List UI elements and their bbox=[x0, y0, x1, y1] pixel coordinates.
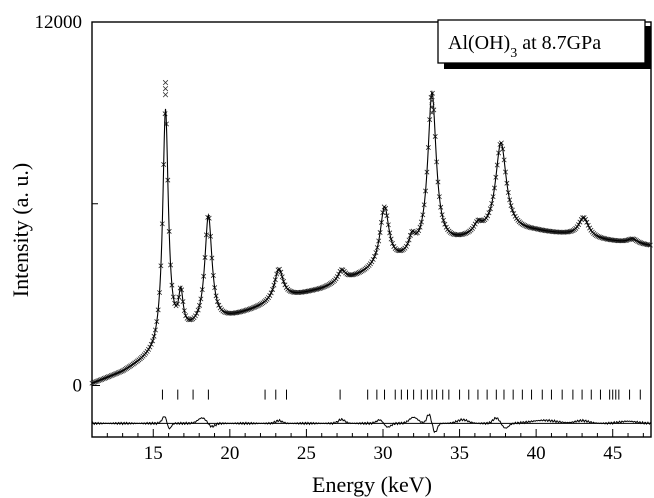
y-tick-label: 0 bbox=[73, 376, 83, 397]
x-tick-label: 15 bbox=[144, 443, 163, 464]
observed-points-series bbox=[89, 90, 653, 386]
difference-curve bbox=[91, 413, 652, 434]
legend-box: Al(OH)3 at 8.7GPa bbox=[437, 19, 651, 69]
x-tick-label: 30 bbox=[373, 443, 392, 464]
outlier-point bbox=[429, 98, 435, 104]
outlier-points bbox=[162, 79, 435, 116]
legend-label-sub: 3 bbox=[510, 46, 517, 61]
legend-label-main: Al(OH) bbox=[448, 32, 510, 54]
legend-label-rest: at 8.7GPa bbox=[517, 32, 601, 54]
outlier-point bbox=[429, 104, 435, 110]
outlier-point bbox=[162, 79, 169, 86]
legend-label: Al(OH)3 at 8.7GPa bbox=[448, 32, 601, 61]
observed-point bbox=[89, 380, 95, 386]
plot-area bbox=[89, 21, 653, 438]
y-tick-labels: 0 12000 bbox=[35, 12, 83, 397]
x-tick-label: 20 bbox=[220, 443, 239, 464]
x-tick-label: 40 bbox=[527, 443, 546, 464]
x-axis-title: Energy (keV) bbox=[312, 472, 432, 497]
outlier-point bbox=[162, 92, 169, 98]
calculated-curve bbox=[91, 89, 651, 384]
plot-frame bbox=[91, 21, 652, 438]
x-tick-label: 25 bbox=[297, 443, 316, 464]
outlier-point bbox=[429, 110, 435, 116]
x-tick-label: 45 bbox=[603, 443, 622, 464]
x-tick-label: 35 bbox=[450, 443, 469, 464]
reflection-ticks bbox=[161, 389, 641, 400]
outlier-point bbox=[162, 85, 169, 92]
y-tick-label: 12000 bbox=[35, 12, 83, 33]
legend-frame bbox=[437, 19, 646, 64]
x-tick-labels: 15 20 25 30 35 40 45 bbox=[144, 443, 622, 464]
y-axis-title: Intensity (a. u.) bbox=[8, 163, 33, 297]
